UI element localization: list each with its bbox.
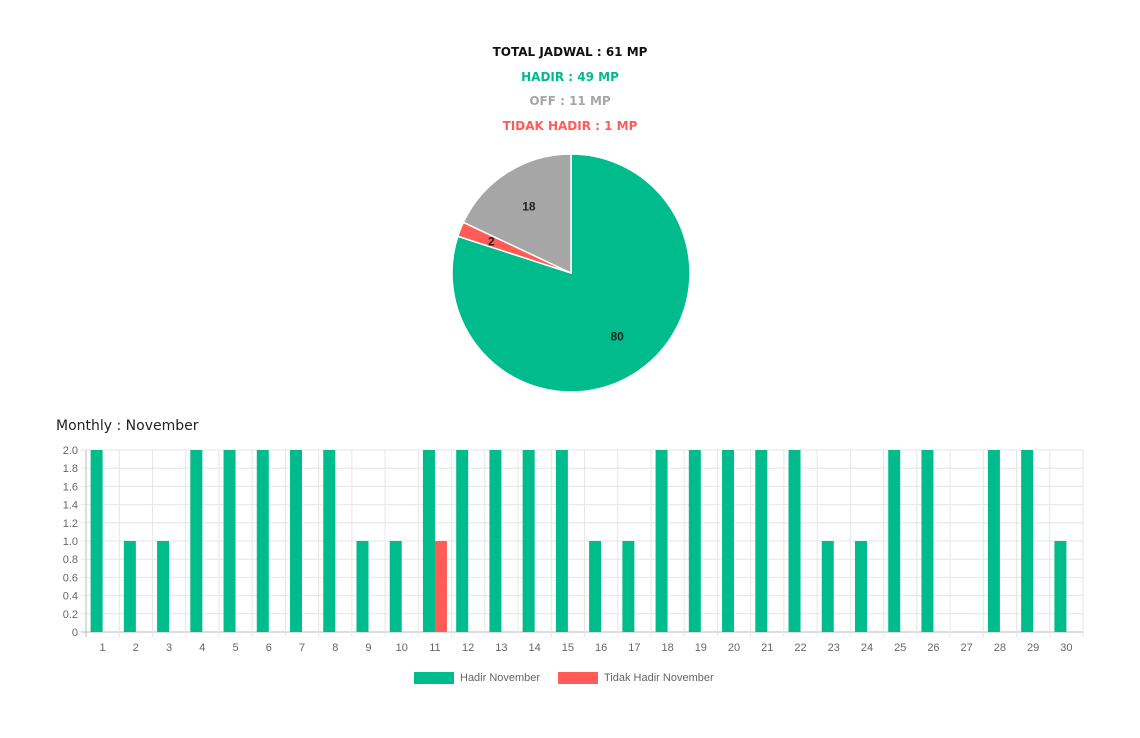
pie-slice-0[interactable]: [451, 153, 691, 393]
monthly-bar-chart: 00.20.40.60.81.01.21.41.61.82.01 2 3 4 5 6 7 8 9…: [63, 445, 1084, 654]
x-tick-label: 10: [396, 642, 408, 654]
x-tick-label: 12: [462, 642, 474, 654]
x-tick-label: 21: [761, 642, 773, 654]
bar-hadir-20[interactable]: [722, 450, 735, 632]
bar-hadir-21[interactable]: [755, 450, 768, 632]
x-tick-label: 1: [100, 642, 106, 654]
x-tick-label: 7: [299, 642, 305, 654]
x-tick-label: 23: [828, 642, 840, 654]
x-tick-label: 20: [728, 642, 740, 654]
bar-hadir-8[interactable]: [323, 450, 336, 632]
pie-slice-label-2: 18: [522, 200, 536, 214]
x-tick-label: 29: [1027, 642, 1039, 654]
bar-hadir-17[interactable]: [622, 541, 635, 632]
x-tick-label: 17: [628, 642, 640, 654]
pie-slice-label-0: 80: [610, 330, 624, 344]
bar-hadir-24[interactable]: [854, 541, 867, 632]
x-tick-label: 18: [661, 642, 673, 654]
bar-hadir-2[interactable]: [123, 541, 136, 632]
total-jadwal-label: TOTAL JADWAL : 61 MP: [492, 45, 648, 59]
x-tick-label: 4: [199, 642, 205, 654]
x-tick-label: 28: [994, 642, 1006, 654]
x-tick-label: 9: [365, 642, 371, 654]
y-tick-label: 2.0: [63, 445, 78, 457]
bar-hadir-18[interactable]: [655, 450, 668, 632]
x-tick-label: 25: [894, 642, 906, 654]
x-tick-label: 2: [133, 642, 139, 654]
y-tick-label: 1.0: [63, 536, 78, 548]
bar-hadir-4[interactable]: [190, 450, 203, 632]
y-tick-label: 0.8: [63, 554, 78, 566]
bar-hadir-3[interactable]: [157, 541, 170, 632]
x-tick-label: 30: [1060, 642, 1072, 654]
y-tick-label: 1.6: [63, 481, 78, 493]
legend-tidak-hadir-swatch: [558, 672, 598, 684]
x-tick-label: 26: [927, 642, 939, 654]
monthly-chart-title: Monthly : November: [56, 418, 199, 434]
y-tick-label: 1.2: [63, 518, 78, 530]
bar-hadir-9[interactable]: [356, 541, 369, 632]
legend-hadir-swatch: [414, 672, 454, 684]
bar-tidak-hadir-11[interactable]: [434, 541, 447, 632]
legend-hadir[interactable]: Hadir November: [414, 670, 540, 686]
y-tick-label: 0.2: [63, 609, 78, 621]
hadir-label: HADIR : 49 MP: [521, 70, 619, 84]
legend-tidak-hadir-label: Tidak Hadir November: [604, 672, 714, 684]
pie-slice-2[interactable]: [462, 153, 572, 275]
x-tick-label: 14: [529, 642, 541, 654]
x-tick-label: 8: [332, 642, 338, 654]
x-tick-label: 5: [232, 642, 238, 654]
y-tick-label: 1.4: [63, 500, 78, 512]
x-tick-label: 19: [695, 642, 707, 654]
x-tick-label: 22: [794, 642, 806, 654]
bar-hadir-22[interactable]: [788, 450, 801, 632]
bar-hadir-13[interactable]: [489, 450, 502, 632]
bar-hadir-11[interactable]: [422, 450, 435, 632]
x-tick-label: 11: [429, 642, 440, 654]
legend-hadir-label: Hadir November: [460, 672, 541, 684]
pie-slice-label-1: 2: [488, 234, 495, 248]
x-tick-label: 3: [166, 642, 172, 654]
bar-hadir-23[interactable]: [821, 541, 834, 632]
bar-hadir-29[interactable]: [1021, 450, 1034, 632]
bar-hadir-19[interactable]: [688, 450, 701, 632]
bar-hadir-12[interactable]: [456, 450, 469, 632]
bar-hadir-25[interactable]: [888, 450, 901, 632]
x-tick-label: 24: [861, 642, 873, 654]
bar-hadir-16[interactable]: [589, 541, 602, 632]
bar-hadir-7[interactable]: [290, 450, 303, 632]
x-tick-label: 27: [961, 642, 973, 654]
legend-tidak-hadir[interactable]: Tidak Hadir November: [558, 670, 714, 686]
off-label: OFF : 11 MP: [529, 94, 611, 108]
bar-hadir-1[interactable]: [90, 450, 103, 632]
x-tick-label: 13: [495, 642, 507, 654]
bar-hadir-5[interactable]: [223, 450, 236, 632]
y-tick-label: 0.4: [63, 591, 78, 603]
y-tick-label: 0.6: [63, 572, 78, 584]
x-tick-label: 15: [562, 642, 574, 654]
bar-hadir-14[interactable]: [522, 450, 535, 632]
tidak-hadir-label: TIDAK HADIR : 1 MP: [502, 119, 638, 133]
bar-hadir-30[interactable]: [1054, 541, 1067, 632]
y-tick-label: 1.8: [63, 463, 78, 475]
bar-hadir-6[interactable]: [256, 450, 269, 632]
x-tick-label: 16: [595, 642, 607, 654]
bar-hadir-28[interactable]: [987, 450, 1000, 632]
bar-hadir-15[interactable]: [555, 450, 568, 632]
bar-hadir-10[interactable]: [389, 541, 402, 632]
bar-hadir-26[interactable]: [921, 450, 934, 632]
attendance-pie-chart: 80 2 18: [451, 153, 691, 393]
y-tick-label: 0: [72, 627, 78, 639]
x-tick-label: 6: [266, 642, 272, 654]
